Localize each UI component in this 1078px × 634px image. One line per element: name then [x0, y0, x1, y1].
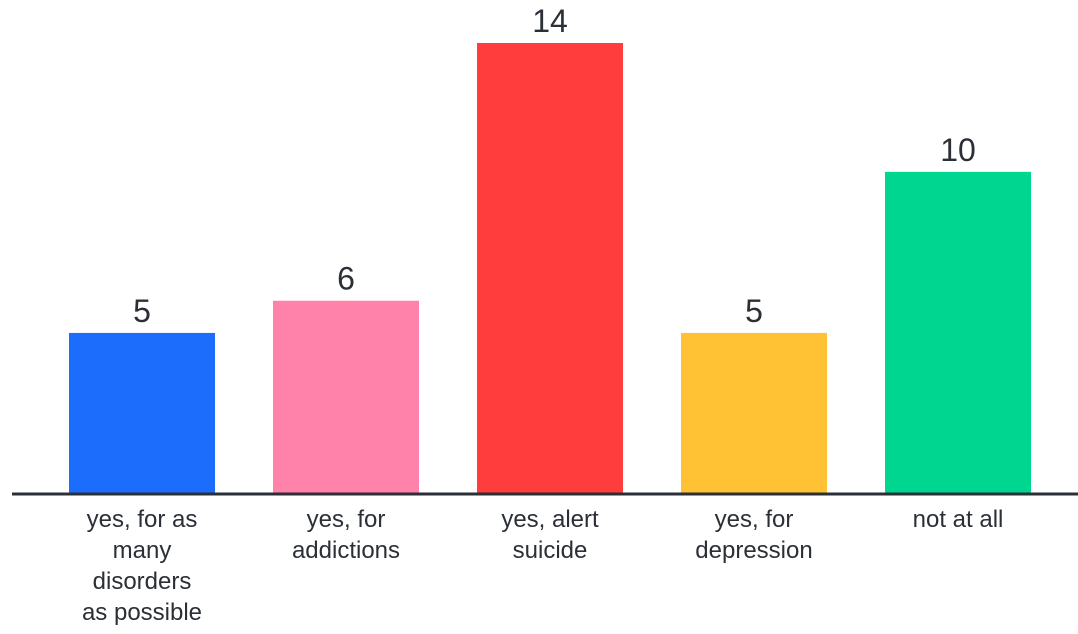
- category-label-3: yes, alert suicide: [501, 506, 599, 564]
- bar-4: [681, 332, 827, 494]
- bar-5: [885, 171, 1031, 494]
- bar-3: [477, 43, 623, 494]
- data-label-1: 5: [133, 293, 151, 329]
- value-labels-layer: 5 6 14 5 10: [133, 3, 976, 329]
- category-label-line: yes, for: [307, 506, 386, 533]
- category-label-line: yes, alert: [501, 506, 599, 533]
- data-label-5: 10: [940, 132, 976, 168]
- category-labels-layer: yes, for as many disorders as possibleyes, …: [82, 506, 1003, 626]
- category-label-5: not at all: [913, 506, 1004, 533]
- data-label-2: 6: [337, 261, 355, 297]
- bar-1: [69, 332, 215, 494]
- data-label-3: 14: [532, 3, 568, 39]
- category-label-line: suicide: [513, 537, 588, 564]
- category-label-line: disorders: [93, 568, 192, 595]
- category-label-line: depression: [695, 537, 812, 564]
- category-label-line: yes, for: [715, 506, 794, 533]
- category-label-line: yes, for as: [87, 506, 198, 533]
- bar-2: [273, 300, 419, 494]
- category-label-line: addictions: [292, 537, 400, 564]
- category-label-line: not at all: [913, 506, 1004, 533]
- bars-layer: [69, 43, 1031, 494]
- category-label-line: as possible: [82, 599, 202, 626]
- data-label-4: 5: [745, 293, 763, 329]
- category-label-1: yes, for as many disorders as possible: [82, 506, 202, 626]
- category-label-line: many: [113, 537, 172, 564]
- category-label-4: yes, for depression: [695, 506, 812, 564]
- category-label-2: yes, for addictions: [292, 506, 400, 564]
